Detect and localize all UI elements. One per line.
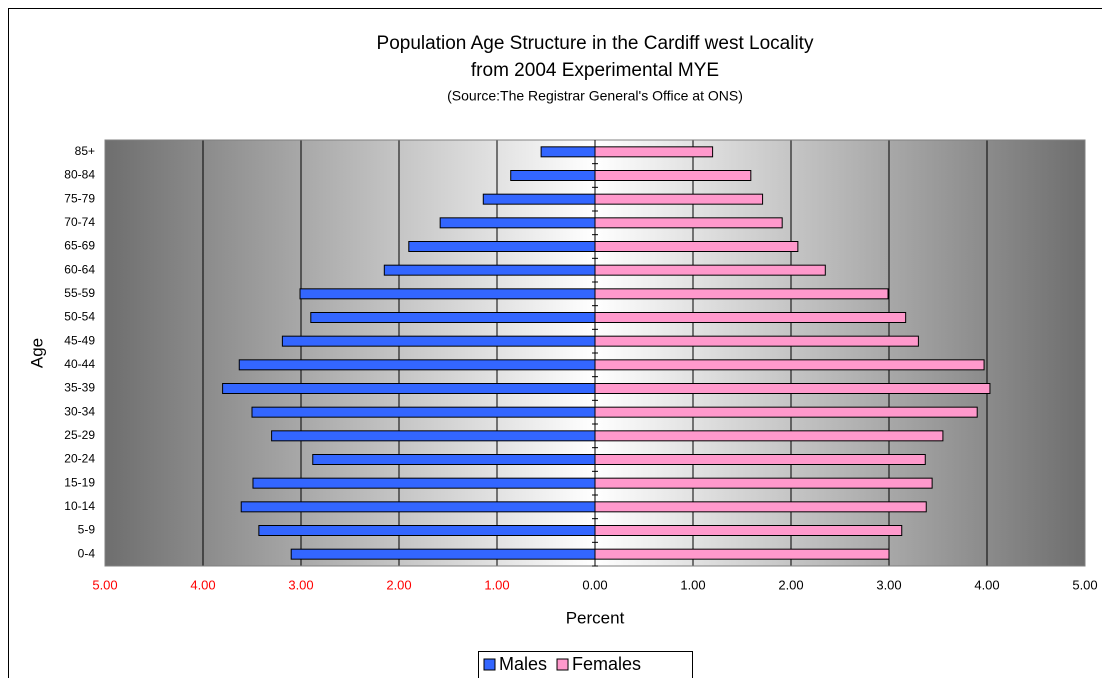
- bar: [594, 146, 714, 158]
- y-tick-label: 0-4: [78, 546, 96, 560]
- x-tick-label: 2.00: [778, 577, 803, 592]
- bar: [594, 335, 919, 347]
- x-tick-label: 5.00: [92, 577, 117, 592]
- bar: [594, 312, 907, 323]
- bar: [594, 288, 889, 300]
- x-tick-label: 1.00: [680, 577, 705, 592]
- y-tick-label: 75-79: [64, 191, 95, 205]
- y-tick-label: 60-64: [64, 262, 95, 276]
- bar: [540, 146, 596, 158]
- x-tick-label: 4.00: [190, 577, 215, 592]
- x-tick-label: 2.00: [386, 577, 411, 592]
- x-axis-label: Percent: [566, 608, 625, 627]
- x-tick-label: 0.00: [582, 577, 607, 592]
- bar: [510, 170, 596, 181]
- chart-subtitle: from 2004 Experimental MYE: [471, 60, 719, 81]
- x-tick-label: 5.00: [1072, 577, 1097, 592]
- bar: [482, 193, 596, 205]
- bar: [594, 454, 926, 465]
- bar: [251, 406, 596, 418]
- bar: [594, 430, 944, 442]
- bar: [594, 548, 890, 560]
- bar: [271, 430, 596, 442]
- bar: [594, 383, 991, 394]
- y-tick-label: 45-49: [64, 333, 95, 347]
- chart-title: Population Age Structure in the Cardiff …: [377, 33, 814, 54]
- y-tick-label: 35-39: [64, 381, 95, 395]
- y-tick-label: 85+: [75, 144, 95, 158]
- bar: [594, 406, 978, 418]
- bar: [281, 335, 596, 347]
- bar: [594, 170, 752, 181]
- y-tick-label: 5-9: [78, 523, 96, 537]
- legend-box: [478, 651, 693, 678]
- x-tick-label: 4.00: [974, 577, 999, 592]
- bar: [594, 359, 985, 371]
- bar: [238, 359, 596, 371]
- y-tick-label: 20-24: [64, 452, 95, 466]
- legend-swatch: [556, 658, 569, 671]
- y-tick-label: 15-19: [64, 475, 95, 489]
- bar: [299, 288, 596, 300]
- bar: [312, 454, 596, 465]
- y-tick-label: 50-54: [64, 310, 95, 324]
- x-tick-label: 3.00: [876, 577, 901, 592]
- bar: [383, 264, 596, 276]
- bar: [310, 312, 596, 323]
- y-tick-label: 30-34: [64, 404, 95, 418]
- bar: [594, 477, 933, 489]
- bar: [240, 501, 596, 513]
- y-tick-label: 80-84: [64, 168, 95, 182]
- bar: [594, 193, 764, 205]
- bar: [408, 241, 596, 252]
- y-tick-label: 70-74: [64, 215, 95, 229]
- y-tick-label: 65-69: [64, 239, 95, 253]
- x-tick-label: 3.00: [288, 577, 313, 592]
- y-tick-label: 10-14: [64, 499, 95, 513]
- bar: [594, 264, 826, 276]
- bar: [594, 241, 799, 252]
- y-axis-label: Age: [27, 338, 46, 368]
- chart-source: (Source:The Registrar General's Office a…: [447, 88, 743, 104]
- legend-label: Females: [572, 654, 641, 674]
- bar: [594, 525, 903, 536]
- x-tick-label: 1.00: [484, 577, 509, 592]
- y-tick-label: 25-29: [64, 428, 95, 442]
- bar: [252, 477, 596, 489]
- y-tick-label: 55-59: [64, 286, 95, 300]
- bar: [594, 501, 927, 513]
- bar: [222, 383, 596, 394]
- y-tick-label: 40-44: [64, 357, 95, 371]
- bar: [258, 525, 596, 536]
- legend-label: Males: [499, 654, 547, 674]
- bar: [439, 217, 596, 229]
- legend-swatch: [483, 658, 496, 671]
- bar: [594, 217, 783, 229]
- bar: [290, 548, 596, 560]
